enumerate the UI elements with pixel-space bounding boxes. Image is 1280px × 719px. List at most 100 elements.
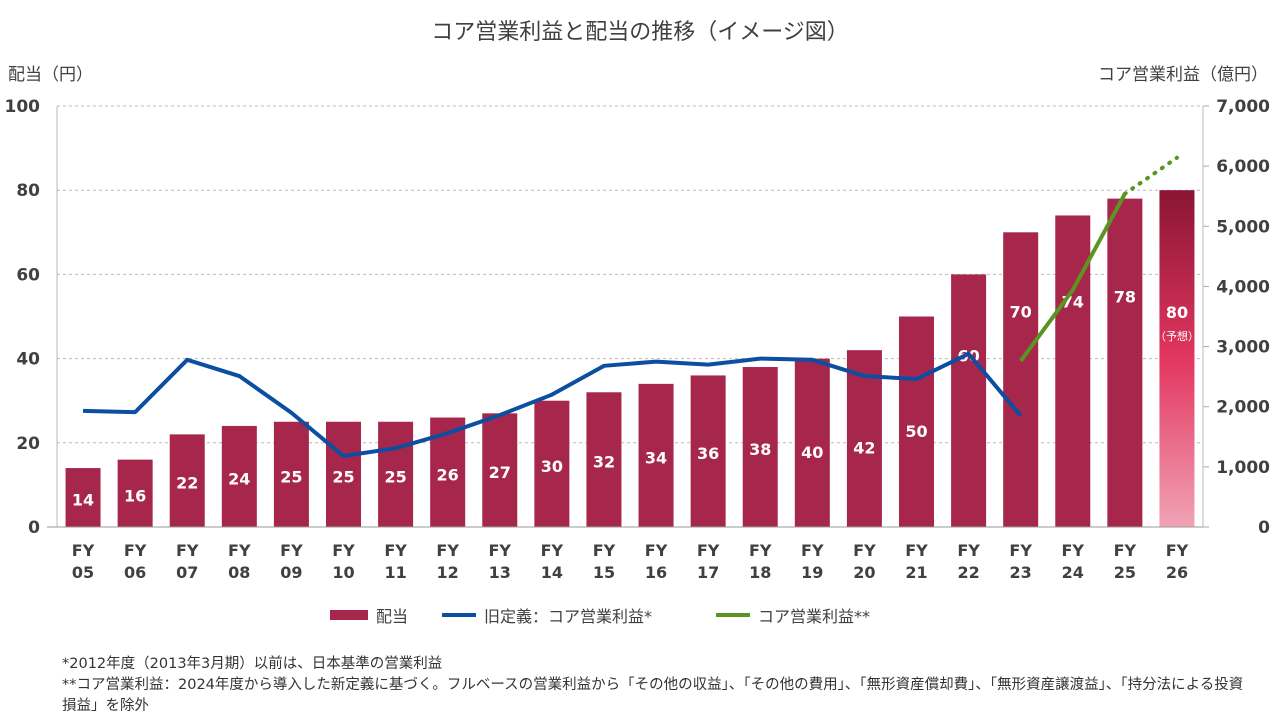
x-tick-label: FY <box>1114 541 1137 560</box>
bar-data-label: 22 <box>176 474 198 493</box>
x-tick-label: 25 <box>1114 563 1136 582</box>
bar-data-label: 34 <box>645 448 667 467</box>
bar-fy05 <box>65 468 101 527</box>
x-tick-label: FY <box>228 541 251 560</box>
bar-fy23 <box>1003 232 1039 528</box>
bar-fy18 <box>742 367 778 527</box>
x-tick-label: FY <box>1009 541 1032 560</box>
legend-label: 旧定義：コア営業利益* <box>484 607 653 626</box>
x-tick-label: 22 <box>957 563 979 582</box>
bar-data-label: 40 <box>801 443 823 462</box>
x-tick-label: 06 <box>124 563 146 582</box>
bar-fy21 <box>899 316 934 527</box>
bar-fy08 <box>221 425 257 527</box>
legend-label: コア営業利益** <box>758 607 871 626</box>
left-tick-label: 20 <box>16 434 40 454</box>
x-tick-label: FY <box>801 541 824 560</box>
bar-fy13 <box>482 413 518 527</box>
left-axis-label: 配当（円） <box>8 65 93 85</box>
legend-item-old-core-profit: 旧定義：コア営業利益* <box>442 603 652 627</box>
bar-data-label: 27 <box>489 463 511 482</box>
bar-fy20 <box>846 350 882 527</box>
x-tick-label: FY <box>593 541 616 560</box>
x-tick-label: FY <box>1062 541 1085 560</box>
bar-data-label: 25 <box>280 467 302 486</box>
legend-item-dividend: 配当 <box>330 603 408 627</box>
x-tick-label: 21 <box>905 563 927 582</box>
bar-data-label: 25 <box>332 467 354 486</box>
legend-swatch <box>442 613 477 617</box>
bar-fy06 <box>117 459 153 527</box>
bar-fy17 <box>690 375 726 527</box>
x-tick-label: 18 <box>749 563 771 582</box>
x-tick-label: 08 <box>228 563 250 582</box>
legend: 配当 旧定義：コア営業利益* コア営業利益** <box>330 603 870 627</box>
x-tick-label: FY <box>436 541 459 560</box>
x-tick-label: 20 <box>853 563 875 582</box>
bar-fy15 <box>586 392 622 527</box>
x-tick-label: 09 <box>280 563 302 582</box>
x-tick-label: FY <box>280 541 303 560</box>
x-tick-label: 13 <box>489 563 511 582</box>
forecast-label: （予想） <box>1155 329 1199 343</box>
x-tick-label: FY <box>176 541 199 560</box>
x-tick-label: 14 <box>541 563 563 582</box>
x-tick-label: 26 <box>1166 563 1188 582</box>
x-tick-label: FY <box>489 541 512 560</box>
x-tick-label: 16 <box>645 563 667 582</box>
right-tick-label: 5,000 <box>1216 217 1270 237</box>
bar-fy09 <box>273 421 309 527</box>
x-tick-label: FY <box>905 541 928 560</box>
right-tick-label: 2,000 <box>1216 398 1270 418</box>
legend-item-core-profit: コア営業利益** <box>716 603 870 627</box>
bar-data-label: 26 <box>437 465 459 484</box>
bar-data-label: 78 <box>1114 288 1136 307</box>
bar-data-label: 38 <box>749 440 771 459</box>
legend-label: 配当 <box>376 607 409 626</box>
left-tick-label: 0 <box>28 518 40 538</box>
right-tick-label: 1,000 <box>1216 458 1270 478</box>
x-tick-label: FY <box>124 541 147 560</box>
x-tick-label: FY <box>72 541 95 560</box>
bar-data-label: 25 <box>384 467 406 486</box>
line-series-2 <box>1019 192 1127 363</box>
right-tick-label: 4,000 <box>1216 277 1270 297</box>
legend-swatch <box>716 613 751 617</box>
x-tick-label: FY <box>749 541 772 560</box>
bar-data-label: 42 <box>853 439 875 458</box>
left-tick-label: 40 <box>16 350 40 370</box>
bar-data-label: 36 <box>697 444 719 463</box>
footnote: *2012年度（2013年3月期）以前は、日本基準の営業利益 <box>62 656 443 672</box>
bar-data-label: 32 <box>593 453 615 472</box>
bar-data-label: 24 <box>228 469 250 488</box>
bar-fy07 <box>169 434 205 527</box>
bar-fy16 <box>638 383 674 527</box>
x-tick-label: FY <box>697 541 720 560</box>
line-series-forecast-segment <box>1122 155 1179 196</box>
bar-data-label: 30 <box>541 457 563 476</box>
right-axis-label: コア営業利益（億円） <box>1098 65 1268 85</box>
x-tick-label: 07 <box>176 563 198 582</box>
right-tick-label: 3,000 <box>1216 338 1270 358</box>
bar-fy24 <box>1055 215 1091 527</box>
x-tick-label: 10 <box>332 563 354 582</box>
left-tick-label: 100 <box>5 97 41 117</box>
x-tick-label: FY <box>957 541 980 560</box>
left-tick-label: 80 <box>16 181 40 201</box>
x-tick-label: 17 <box>697 563 719 582</box>
bar-fy10 <box>326 421 361 527</box>
bar-fy11 <box>378 421 414 527</box>
right-tick-label: 0 <box>1258 518 1270 538</box>
right-tick-label: 7,000 <box>1216 97 1270 117</box>
x-tick-label: FY <box>1166 541 1189 560</box>
bar-fy14 <box>534 400 570 527</box>
bar-fy22 <box>951 274 987 527</box>
bar-fy25 <box>1107 198 1143 527</box>
x-tick-label: 19 <box>801 563 823 582</box>
x-tick-label: FY <box>332 541 355 560</box>
x-tick-label: FY <box>541 541 564 560</box>
chart-plot: 0 20 40 60 80 100 0 1,000 2,000 3,000 4,000 5,000 6,… <box>5 97 1271 582</box>
right-tick-label: 6,000 <box>1216 157 1270 177</box>
bar-fy26 <box>1159 190 1195 527</box>
line-series-1 <box>82 351 1023 459</box>
